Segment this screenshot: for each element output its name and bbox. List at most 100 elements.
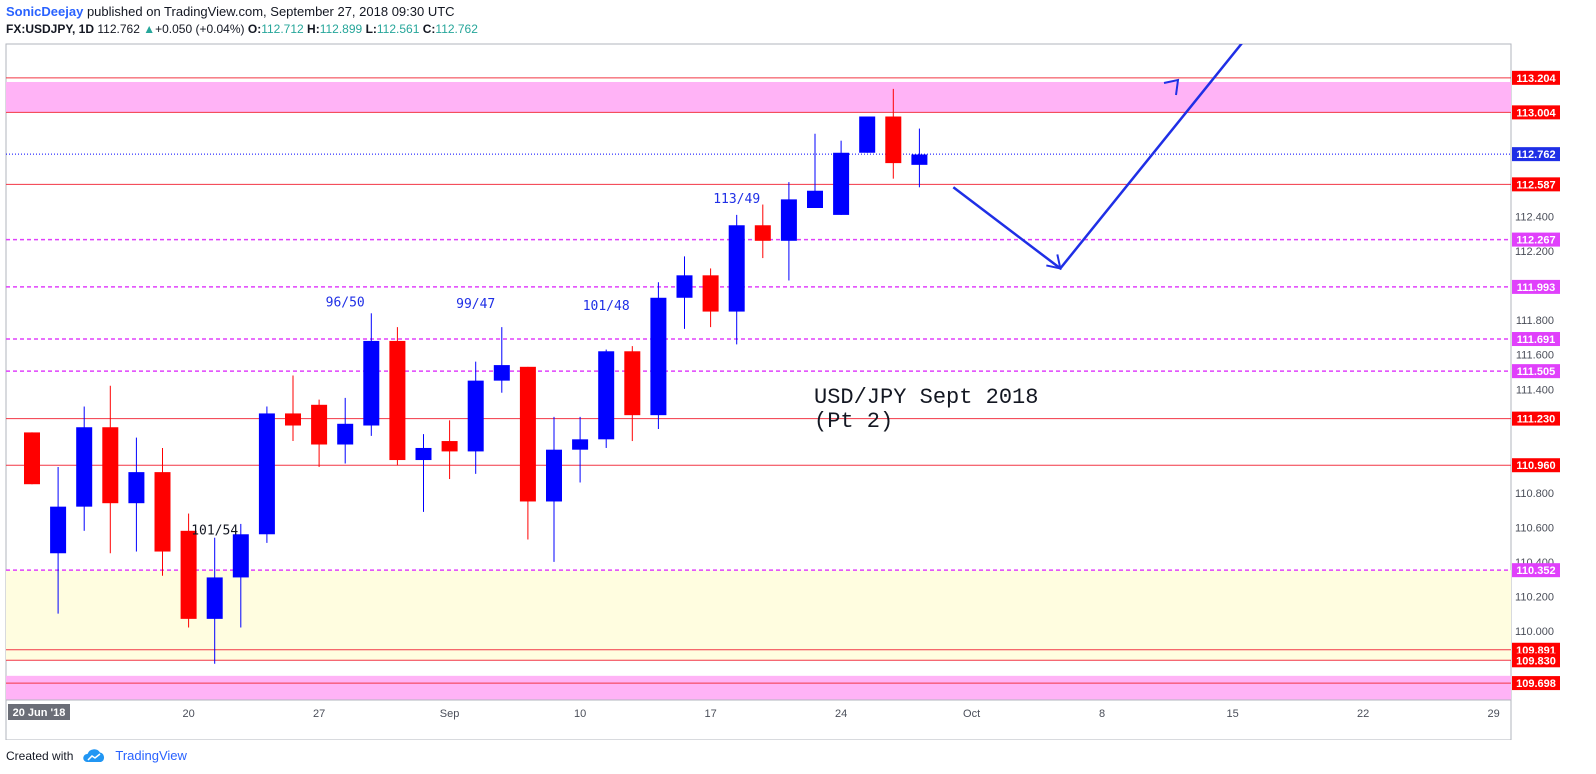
candle-body-down [24,432,40,485]
tradingview-cloud-icon [83,748,105,762]
price-tick-label: 110.200 [1515,591,1554,603]
plot-area: 101/54 96/50 99/47 101/48 113/49 USD/JPY Sept… [6,44,1511,700]
price-badge [1512,458,1560,473]
arrowhead-up [1163,78,1180,96]
candle-body-down [754,225,771,241]
price-tick-label: 111.800 [1516,315,1554,327]
high-label: H: [307,22,320,36]
price-axis: 110.000110.200110.400110.600110.800110.9… [1512,70,1560,691]
close-label: C: [422,22,436,36]
candle-body-up [467,380,484,452]
annotation-label: 101/48 [583,299,630,314]
date-axis: 20 Jun '18 20 27 Sep 10 17 24 Oct 8 15 22 29 [6,699,1511,720]
candle-body-up [337,423,354,445]
candle-body-up [50,506,67,554]
price-badge-label: 110.960 [1516,460,1555,472]
candle-body-down [519,366,536,502]
candle-body-down [180,530,197,619]
candle-body-down [441,441,458,452]
chart-header: SonicDeejay published on TradingView.com… [0,0,1596,40]
date-tick-label: 17 [704,708,716,720]
symbol-line: FX:USDJPY, 1D 112.762 ▲+0.050 (+0.04%) O… [6,22,478,36]
price-tick-label: 112.200 [1515,246,1554,258]
zone-1 [6,570,1511,661]
price-badge [1512,411,1560,426]
annotation-label: 113/49 [713,192,760,207]
annotation-label: 96/50 [326,295,365,310]
candle-body-up [780,199,797,241]
candle-body-down [285,413,301,426]
last-price: 112.762 [97,22,140,36]
open-label: O: [247,22,262,36]
zone-0 [6,81,1511,113]
published-text: published on TradingView.com, September … [86,4,455,19]
price-badge [1512,563,1560,578]
date-tick-label: Oct [963,708,980,720]
date-tick-label: 20 [182,708,194,720]
candle-body-up [493,365,510,381]
price-badge-label: 110.352 [1516,565,1555,577]
candle-body-up [128,472,145,504]
candle-body-up [650,297,667,416]
chart-title-line: USD/JPY Sept 2018 [814,385,1038,410]
candle-body-up [206,577,223,619]
close-value: 112.762 [435,22,478,36]
date-tick-label: 8 [1099,708,1105,720]
candle-body-down [311,404,328,445]
price-tick-label: 111.600 [1516,350,1554,362]
candle-body-up [859,116,876,153]
date-tick-label: 29 [1487,708,1499,720]
price-change: +0.050 (+0.04%) [155,22,245,36]
price-badge [1512,70,1560,85]
candle-body-down [885,116,902,164]
price-badge-label: 109.698 [1516,678,1556,690]
price-badge [1512,642,1560,657]
price-badge-label: 109.830 [1516,655,1556,667]
candle-body-up [363,340,380,426]
date-tick-label: 15 [1226,708,1238,720]
author-link[interactable]: SonicDeejay [6,4,84,19]
footer: Created with TradingView [6,748,187,763]
candle-body-up [728,225,745,312]
candle-body-up [676,275,693,298]
high-value: 112.899 [319,22,363,36]
candle-body-up [415,447,432,461]
open-value: 112.712 [261,22,304,36]
candle-body-up [232,534,249,578]
price-badge-label: 111.691 [1517,334,1556,346]
candle-body-down [102,427,119,504]
candle-body-up [911,154,928,165]
candle-body-down [702,275,719,312]
annotation-label: 99/47 [456,297,495,312]
price-tick-label: 111.400 [1516,384,1554,396]
price-badge-label: 112.762 [1516,149,1555,161]
publish-line: SonicDeejay published on TradingView.com… [6,4,455,19]
price-badge-label: 111.505 [1517,366,1556,378]
candle-body-up [572,439,589,450]
price-badge [1512,147,1560,162]
price-badge-label: 113.204 [1516,73,1556,85]
price-badge-label: 111.993 [1517,282,1556,294]
symbol-label[interactable]: FX:USDJPY, 1D [6,22,95,36]
price-badge [1512,105,1560,120]
candle-body-down [154,472,171,552]
candle-body-up [833,152,850,215]
candle-body-up [76,427,93,507]
price-badge [1512,676,1560,691]
price-badge-label: 112.587 [1516,179,1555,191]
date-tick-label: 27 [313,708,325,720]
tradingview-link[interactable]: TradingView [115,748,187,763]
low-label: L: [365,22,377,36]
price-badge-label: 113.004 [1516,107,1556,119]
price-badge [1512,364,1560,379]
arrowhead-down [1046,254,1062,270]
candle-body-up [546,449,562,502]
date-tick-label: 20 Jun '18 [13,707,66,719]
date-tick-label: 24 [835,708,847,720]
change-up-icon: ▲ [143,22,156,36]
price-chart[interactable]: 101/54 96/50 99/47 101/48 113/49 USD/JPY Sept… [0,40,1596,740]
candle-body-up [807,190,823,208]
low-value: 112.561 [376,22,420,36]
candle-body-up [598,351,615,440]
price-tick-label: 110.800 [1515,488,1554,500]
